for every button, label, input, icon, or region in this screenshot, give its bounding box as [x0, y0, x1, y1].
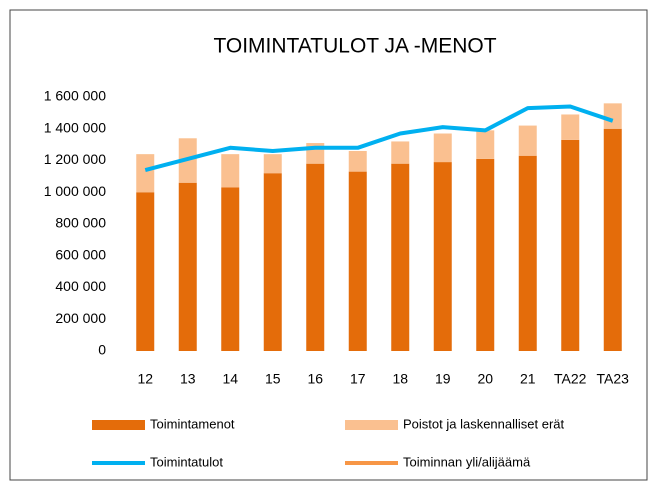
bar	[603, 103, 622, 129]
legend-swatch	[345, 420, 398, 430]
y-tick-label: 0	[98, 342, 106, 358]
x-tick-label: TA22	[554, 371, 587, 387]
bar	[136, 154, 155, 193]
bar	[561, 114, 580, 140]
bar	[518, 125, 537, 156]
y-tick-label: 1 400 000	[44, 119, 106, 135]
x-tick-label: 18	[392, 371, 408, 387]
x-tick-label: 20	[477, 371, 493, 387]
bar	[391, 141, 410, 164]
y-tick-label: 1 200 000	[44, 151, 106, 167]
bar	[603, 128, 622, 351]
bar	[178, 182, 197, 351]
legend-label: Toimintamenot	[150, 416, 235, 431]
y-tick-label: 800 000	[55, 215, 106, 231]
x-tick-label: 21	[520, 371, 536, 387]
y-tick-label: 200 000	[55, 310, 106, 326]
y-tick-label: 600 000	[55, 246, 106, 262]
legend-label: Toimintatulot	[150, 454, 223, 469]
y-tick-label: 1 000 000	[44, 183, 106, 199]
bar	[348, 171, 367, 351]
bar	[476, 158, 495, 351]
bar	[263, 173, 282, 351]
bar	[518, 155, 537, 351]
bar	[136, 192, 155, 351]
legend-label: Toiminnan yli/alijäämä	[403, 454, 531, 469]
x-tick-label: 14	[222, 371, 238, 387]
bar	[391, 163, 410, 351]
chart-frame	[9, 9, 648, 481]
chart-title: TOIMINTATULOT JA -MENOT	[213, 35, 496, 58]
x-tick-label: 16	[307, 371, 323, 387]
bar	[561, 139, 580, 351]
x-tick-label: TA23	[597, 371, 630, 387]
bar	[433, 133, 452, 163]
bar	[221, 154, 240, 188]
x-tick-label: 13	[180, 371, 196, 387]
bar	[263, 154, 282, 174]
bar	[306, 163, 325, 351]
y-tick-label: 400 000	[55, 278, 106, 294]
legend-swatch	[92, 420, 145, 430]
x-tick-label: 12	[137, 371, 153, 387]
x-tick-label: 15	[265, 371, 281, 387]
bar	[476, 130, 495, 159]
line	[144, 104, 614, 172]
legend-label: Poistot ja laskennalliset erät	[403, 416, 565, 431]
x-tick-label: 17	[350, 371, 366, 387]
bar	[348, 150, 367, 172]
bar	[221, 187, 240, 351]
bar	[433, 162, 452, 351]
y-tick-label: 1 600 000	[44, 88, 106, 104]
x-tick-label: 19	[435, 371, 451, 387]
